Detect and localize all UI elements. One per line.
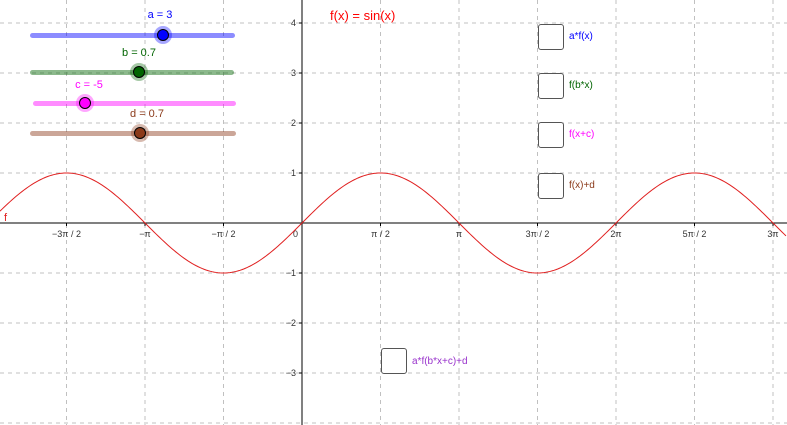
slider-b[interactable] [30,63,234,81]
slider-c-handle[interactable] [79,97,91,109]
slider-d-track [30,130,236,136]
x-tick-label: 2π [610,229,621,239]
checkbox-f-x-plus-c[interactable] [538,122,564,148]
x-tick-label: −3π / 2 [52,229,81,239]
y-tick-label: 3 [291,68,296,78]
x-tick-label: 0 [293,229,298,239]
x-tick-label: 5π / 2 [683,229,707,239]
slider-c[interactable] [33,94,236,112]
y-tick-label: −3 [286,368,296,378]
y-tick-label: 2 [291,118,296,128]
checkbox-composite[interactable] [381,348,407,374]
sine-curve[interactable] [0,172,787,274]
checkbox-f-plus-d[interactable] [538,173,564,199]
slider-a-track [30,32,235,38]
x-tick-label: 3π / 2 [526,229,550,239]
x-tick-labels: −3π / 2 −π −π / 2 0 π / 2 π 3π / 2 2π 5π / 2 3π [52,223,779,239]
checkbox-a-times-f[interactable] [538,24,564,50]
curve-label: f [4,212,8,224]
y-tick-label: 4 [291,18,296,28]
x-tick-label: π / 2 [371,229,390,239]
slider-a[interactable] [30,26,235,44]
slider-d-handle[interactable] [134,127,146,139]
slider-b-track [30,69,234,75]
checkbox-f-b-x[interactable] [538,73,564,99]
slider-b-handle[interactable] [133,66,145,78]
x-tick-label: 3π [767,229,778,239]
x-tick-label: −π / 2 [212,229,236,239]
slider-d[interactable] [30,124,236,142]
y-tick-label: −1 [286,268,296,278]
x-tick-label: −π [139,229,150,239]
slider-a-handle[interactable] [157,29,169,41]
slider-c-track [33,100,236,106]
y-tick-label: 1 [291,168,296,178]
y-tick-labels: 4 3 2 1 −1 −2 −3 [286,18,302,378]
y-tick-label: −2 [286,318,296,328]
x-tick-label: π [456,229,462,239]
